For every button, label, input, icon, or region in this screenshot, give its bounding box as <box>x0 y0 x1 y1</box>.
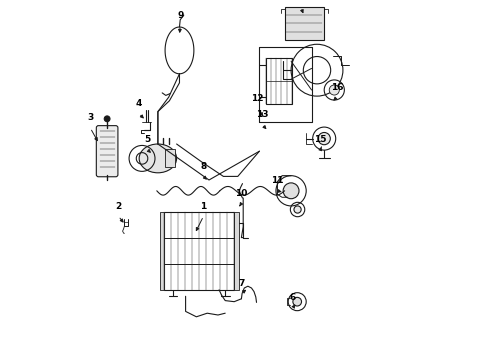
Text: 7: 7 <box>238 279 245 288</box>
Bar <box>164 212 234 290</box>
Bar <box>266 58 292 104</box>
Circle shape <box>283 183 299 199</box>
Text: 15: 15 <box>315 135 327 144</box>
Bar <box>234 212 239 290</box>
Circle shape <box>318 132 330 145</box>
Text: 10: 10 <box>235 189 247 198</box>
Text: 14: 14 <box>294 0 307 2</box>
Bar <box>285 7 324 40</box>
Text: 4: 4 <box>136 99 142 108</box>
Text: 9: 9 <box>177 11 183 20</box>
Text: 5: 5 <box>144 135 150 144</box>
Text: 13: 13 <box>256 110 268 119</box>
Text: 8: 8 <box>200 162 207 171</box>
FancyBboxPatch shape <box>97 126 118 177</box>
Circle shape <box>104 116 110 122</box>
Text: 11: 11 <box>271 176 284 185</box>
Text: 1: 1 <box>200 202 207 211</box>
Text: 12: 12 <box>251 94 264 103</box>
Circle shape <box>294 206 301 213</box>
Text: 16: 16 <box>331 83 343 92</box>
Bar <box>160 212 164 290</box>
Circle shape <box>293 297 301 306</box>
Text: 2: 2 <box>115 202 122 211</box>
Ellipse shape <box>139 144 176 173</box>
Bar <box>165 149 175 167</box>
Text: 3: 3 <box>87 113 93 122</box>
Circle shape <box>329 85 339 95</box>
Text: 6: 6 <box>290 293 296 302</box>
